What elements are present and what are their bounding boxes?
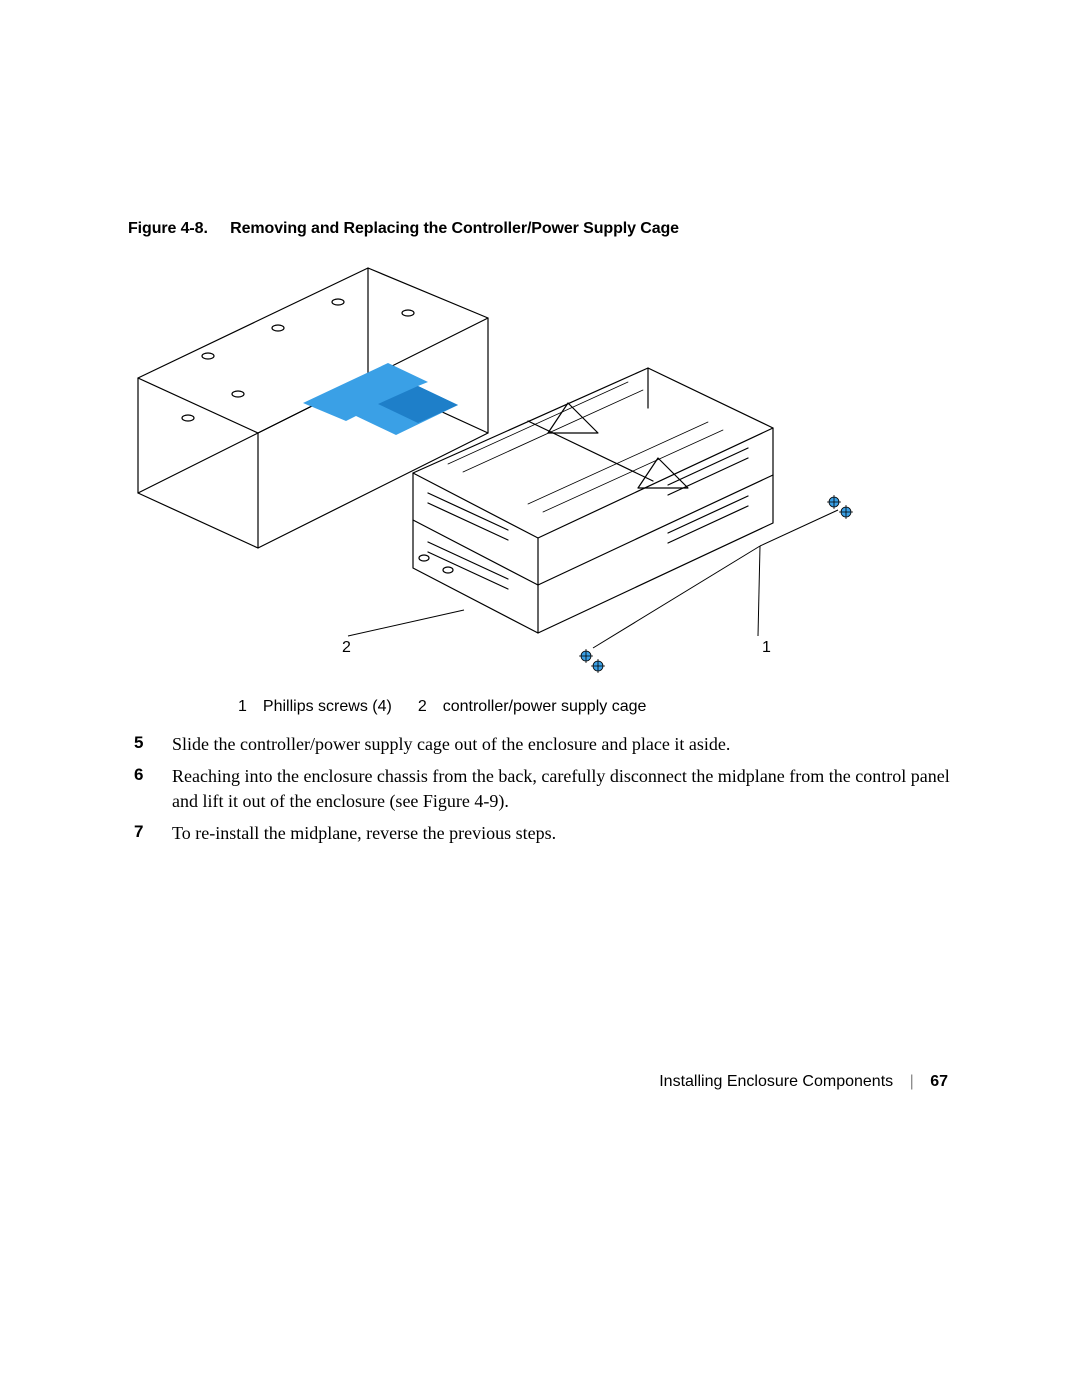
callout-two-label: 2 [342,639,351,656]
step-text: To re-install the midplane, reverse the … [172,823,556,843]
footer-page-number: 67 [930,1073,948,1090]
removal-arrow-icon [303,363,458,435]
legend-num: 1 [238,698,261,716]
figure-number: Figure 4-8. [128,220,226,237]
page-footer: Installing Enclosure Components | 67 [659,1073,948,1091]
figure-legend: 1 Phillips screws (4) 2 controller/power… [236,696,672,718]
step-text: Reaching into the enclosure chassis from… [172,766,950,810]
step-item: 6 Reaching into the enclosure chassis fr… [128,764,966,813]
step-number: 5 [134,732,143,755]
legend-row: 1 Phillips screws (4) 2 controller/power… [238,698,670,716]
page-content: Figure 4-8. Removing and Replacing the C… [128,220,966,853]
step-number: 7 [134,821,143,844]
figure-title: Removing and Replacing the Controller/Po… [230,220,679,237]
cage-diagram-svg: 2 1 [128,258,888,678]
figure-diagram: 2 1 [128,258,888,678]
footer-section: Installing Enclosure Components [659,1073,893,1090]
figure-caption: Figure 4-8. Removing and Replacing the C… [128,220,966,238]
step-item: 7 To re-install the midplane, reverse th… [128,821,966,845]
step-text: Slide the controller/power supply cage o… [172,734,730,754]
procedure-steps: 5 Slide the controller/power supply cage… [128,732,966,845]
legend-text: Phillips screws (4) [263,698,416,716]
footer-separator: | [898,1073,926,1090]
step-item: 5 Slide the controller/power supply cage… [128,732,966,756]
legend-text: controller/power supply cage [443,698,671,716]
callout-one-label: 1 [762,639,771,656]
step-number: 6 [134,764,143,787]
legend-num: 2 [418,698,441,716]
